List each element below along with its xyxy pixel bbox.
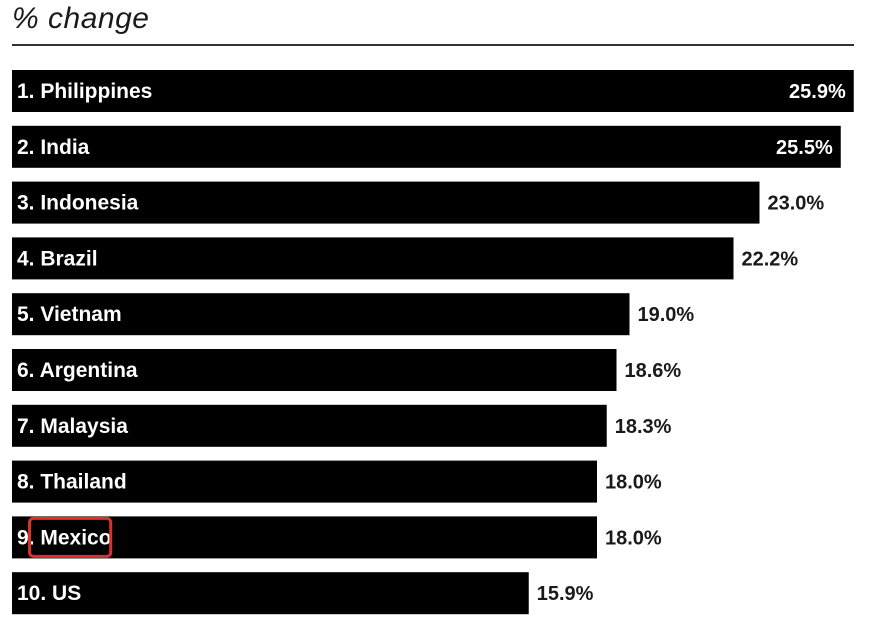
bar-label-7: 7. Malaysia <box>17 415 128 438</box>
value-label-5: 19.0% <box>638 304 695 326</box>
value-label-10: 15.9% <box>537 583 594 605</box>
bar-6 <box>12 349 617 391</box>
value-label-3: 23.0% <box>768 193 825 215</box>
value-label-2: 25.5% <box>776 137 833 159</box>
value-label-1: 25.9% <box>789 81 846 103</box>
bar-10 <box>12 572 529 615</box>
chart-title: % change <box>12 2 150 35</box>
value-label-9: 18.0% <box>605 527 662 549</box>
bar-label-4: 4. Brazil <box>17 247 98 270</box>
bar-label-6: 6. Argentina <box>17 359 138 382</box>
bar-1 <box>12 70 854 112</box>
highlight-box <box>28 516 113 558</box>
bar-5 <box>12 293 630 336</box>
value-label-8: 18.0% <box>605 472 662 494</box>
value-label-6: 18.6% <box>625 360 682 382</box>
bar-label-2: 2. India <box>17 136 90 159</box>
bar-2 <box>12 125 841 168</box>
title-divider <box>12 44 854 46</box>
bar-label-3: 3. Indonesia <box>17 192 139 215</box>
bar-label-10: 10. US <box>17 582 81 605</box>
bar-8 <box>12 460 597 503</box>
bar-label-9: 9. Mexico <box>17 526 112 549</box>
value-label-7: 18.3% <box>615 416 672 438</box>
bar-7 <box>12 404 607 447</box>
bar-label-1: 1. Philippines <box>17 80 152 103</box>
bar-label-8: 8. Thailand <box>17 471 127 494</box>
value-label-4: 22.2% <box>742 248 799 270</box>
bar-label-5: 5. Vietnam <box>17 303 122 326</box>
bar-3 <box>12 181 760 224</box>
bar-4 <box>12 237 734 280</box>
